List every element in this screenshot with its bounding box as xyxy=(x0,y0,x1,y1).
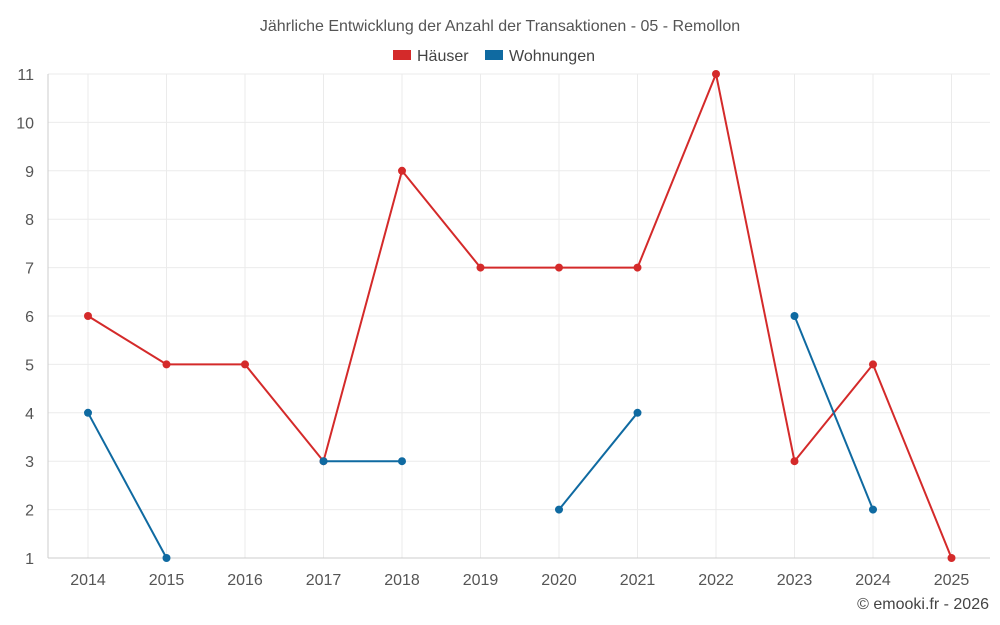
data-point[interactable] xyxy=(869,360,877,369)
legend: Häuser Wohnungen xyxy=(393,48,595,65)
series-line xyxy=(87,70,953,559)
y-tick-label: 4 xyxy=(25,406,34,423)
legend-swatch-wohnungen xyxy=(485,50,503,60)
x-tick-label: 2021 xyxy=(620,572,656,589)
data-point[interactable] xyxy=(398,166,406,175)
y-tick-label: 8 xyxy=(25,212,34,229)
y-axis-ticks: 1 2 3 4 5 6 7 8 9 10 11 xyxy=(16,67,34,568)
legend-item-wohnungen[interactable]: Wohnungen xyxy=(485,48,595,65)
data-point[interactable] xyxy=(319,457,328,466)
y-tick-label: 1 xyxy=(25,551,34,568)
y-tick-label: 2 xyxy=(25,503,34,520)
x-tick-label: 2020 xyxy=(541,572,577,589)
data-point[interactable] xyxy=(398,457,406,466)
x-tick-label: 2025 xyxy=(934,572,970,589)
x-tick-label: 2016 xyxy=(227,572,263,589)
y-tick-label: 3 xyxy=(25,454,34,471)
y-tick-label: 7 xyxy=(25,261,34,278)
x-axis-ticks: 2014 2015 2016 2017 2018 2019 2020 2021 2022 2023… xyxy=(70,572,969,589)
data-point[interactable] xyxy=(633,263,642,272)
data-point[interactable] xyxy=(162,554,171,562)
x-tick-label: 2022 xyxy=(698,572,734,589)
legend-item-haeuser[interactable]: Häuser xyxy=(393,48,469,65)
data-point[interactable] xyxy=(476,263,485,272)
data-point[interactable] xyxy=(790,312,799,320)
series-haeuser xyxy=(84,70,956,562)
grid xyxy=(47,73,990,559)
data-point[interactable] xyxy=(712,70,720,78)
data-point[interactable] xyxy=(241,360,249,369)
series-line xyxy=(558,412,639,511)
y-tick-label: 6 xyxy=(25,309,34,326)
y-tick-label: 10 xyxy=(16,115,34,132)
legend-label-haeuser: Häuser xyxy=(417,48,469,65)
series-line xyxy=(793,315,874,510)
data-point[interactable] xyxy=(633,408,642,417)
chart-title: Jährliche Entwicklung der Anzahl der Tra… xyxy=(260,18,740,35)
credit-text: © emooki.fr - 2026 xyxy=(857,596,989,613)
data-point[interactable] xyxy=(84,408,92,417)
x-tick-label: 2019 xyxy=(463,572,499,589)
x-tick-label: 2017 xyxy=(306,572,342,589)
x-tick-label: 2023 xyxy=(777,572,813,589)
data-point[interactable] xyxy=(555,263,563,272)
x-tick-label: 2015 xyxy=(149,572,185,589)
data-point[interactable] xyxy=(790,457,799,466)
y-tick-label: 11 xyxy=(17,67,34,84)
data-point[interactable] xyxy=(555,505,563,514)
x-tick-label: 2014 xyxy=(70,572,106,589)
x-tick-label: 2018 xyxy=(384,572,420,589)
y-tick-label: 5 xyxy=(25,357,34,374)
series-layer xyxy=(84,70,956,562)
data-point[interactable] xyxy=(162,360,171,369)
legend-label-wohnungen: Wohnungen xyxy=(509,48,595,65)
series-line xyxy=(87,412,168,559)
legend-swatch-haeuser xyxy=(393,50,411,60)
series-wohnungen xyxy=(84,312,877,562)
data-point[interactable] xyxy=(84,312,92,320)
data-point[interactable] xyxy=(947,554,956,562)
y-tick-label: 9 xyxy=(25,164,34,181)
x-tick-label: 2024 xyxy=(855,572,891,589)
data-point[interactable] xyxy=(869,505,877,514)
